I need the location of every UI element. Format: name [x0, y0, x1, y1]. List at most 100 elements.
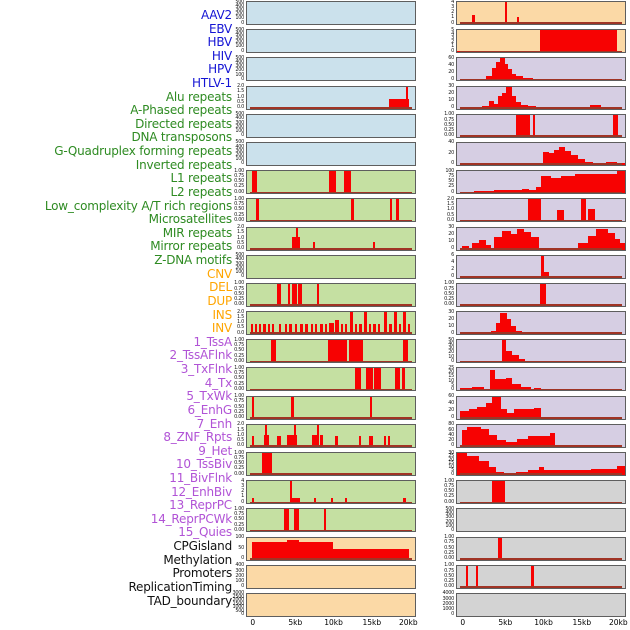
data-bar — [493, 237, 503, 250]
track-plot-10-tssbiv — [456, 311, 626, 336]
y-tick-label: 100 — [235, 15, 244, 22]
y-tick-label: 1.0 — [236, 431, 244, 438]
x-tick-label: 10kb — [324, 618, 343, 627]
y-tick-label: 500 — [235, 252, 244, 259]
y-tick-label: 100 — [235, 128, 244, 135]
y-tick-label: 0.00 — [444, 555, 454, 562]
data-bar — [499, 313, 507, 335]
y-tick-label: 0.75 — [234, 342, 244, 349]
baseline — [459, 360, 623, 363]
baseline — [249, 501, 413, 504]
track-plot-12-enhbiv — [456, 367, 626, 392]
data-bar — [330, 497, 334, 504]
y-tick-label: 1 — [241, 493, 244, 500]
y-tick-label: 0.25 — [234, 183, 244, 190]
y-tick-label: 0.25 — [234, 296, 244, 303]
data-bar — [384, 312, 388, 335]
y-tick-label: 0.00 — [444, 498, 454, 505]
track-label-dna-transposons: DNA transposons — [131, 130, 232, 145]
y-tick-label: 100 — [235, 156, 244, 163]
track-plot-microsatellites — [246, 423, 416, 448]
data-bar — [515, 76, 523, 81]
y-tick-label: 20 — [448, 68, 454, 75]
y-tick-label: 0.5 — [236, 98, 244, 105]
data-bar — [589, 105, 602, 109]
track-plot-del — [246, 564, 416, 589]
y-tick-label: 100 — [235, 534, 244, 541]
y-tick-label: 0.5 — [236, 437, 244, 444]
data-bar — [344, 171, 352, 194]
data-bar — [263, 324, 266, 335]
y-tick-label: 4000 — [442, 590, 454, 597]
baseline — [249, 332, 413, 335]
y-tick-label: 0.0 — [236, 442, 244, 449]
track-label-hiv: HIV — [211, 48, 232, 63]
track-plot-htlv-1 — [246, 141, 416, 166]
track-plot-cpgisland — [456, 480, 626, 505]
y-tick-label: 30 — [448, 83, 454, 90]
track-label-replicationtiming: ReplicationTiming — [128, 579, 232, 594]
y-tick-label: 1000 — [442, 606, 454, 613]
track-label-15-quies: 15_Quies — [178, 525, 232, 540]
y-tick-label: 10 — [448, 463, 454, 470]
data-bar — [255, 199, 260, 222]
data-bar — [614, 238, 620, 250]
track-label-12-enhbiv: 12_EnhBiv — [171, 484, 232, 499]
data-bar — [283, 509, 289, 532]
track-label-methylation: Methylation — [163, 552, 232, 567]
y-tick-label: 0 — [451, 526, 454, 533]
y-tick-label: 0 — [451, 104, 454, 111]
data-bar — [492, 396, 501, 419]
data-bar — [461, 429, 468, 447]
y-tick-label: 2 — [451, 9, 454, 15]
y-tick-label: 0.75 — [234, 370, 244, 377]
y-tick-label: 30 — [448, 449, 454, 456]
data-bar — [502, 230, 511, 250]
y-tick-label: 50 — [238, 544, 244, 551]
data-bar — [581, 199, 587, 222]
y-tick-label: 0 — [451, 273, 454, 280]
y-tick-label: 0.00 — [234, 188, 244, 195]
y-tick-label: 5 — [451, 26, 454, 33]
y-tick-label: 40 — [448, 400, 454, 407]
y-tick-label: 20 — [448, 437, 454, 444]
y-tick-label: 200 — [235, 67, 244, 74]
y-tick-label: 0.50 — [444, 121, 454, 128]
track-plot-2-tssaflnk — [456, 85, 626, 110]
baseline — [249, 219, 413, 222]
baseline — [249, 191, 413, 194]
data-bar — [616, 171, 625, 194]
data-bar — [369, 435, 373, 447]
track-plot-ebv — [246, 29, 416, 54]
data-bar — [530, 565, 534, 588]
baseline — [249, 106, 413, 109]
track-label-5-txwk: 5_TxWk — [186, 389, 232, 404]
y-tick-label: 200 — [235, 123, 244, 130]
baseline — [249, 529, 413, 532]
data-bar — [402, 312, 406, 335]
y-tick-label: 20 — [448, 456, 454, 463]
data-bar — [517, 228, 525, 250]
y-tick-label: 15 — [448, 460, 454, 467]
data-bar — [291, 283, 298, 306]
y-tick-label: 100 — [445, 167, 454, 174]
track-plot-11-bivflnk — [456, 339, 626, 364]
x-tick-label: 20kb — [399, 618, 418, 627]
y-tick-label: 300 — [235, 35, 244, 42]
data-bar — [299, 541, 315, 560]
y-tick-label: 60 — [448, 54, 454, 61]
data-bar — [316, 424, 319, 447]
data-bar — [510, 189, 522, 194]
data-bar — [289, 481, 292, 504]
y-tick-label: 0.0 — [236, 329, 244, 336]
data-bar — [577, 242, 589, 250]
y-tick-label: 0.25 — [234, 380, 244, 387]
track-label-promoters: Promoters — [172, 566, 232, 581]
data-bar — [267, 324, 270, 335]
y-tick-label: 300 — [445, 514, 454, 521]
baseline — [249, 360, 413, 363]
y-tick-label: 2 — [451, 39, 454, 46]
data-bar — [293, 509, 299, 532]
y-tick-label: 1.00 — [444, 111, 454, 118]
y-tick-label: 200 — [235, 264, 244, 271]
